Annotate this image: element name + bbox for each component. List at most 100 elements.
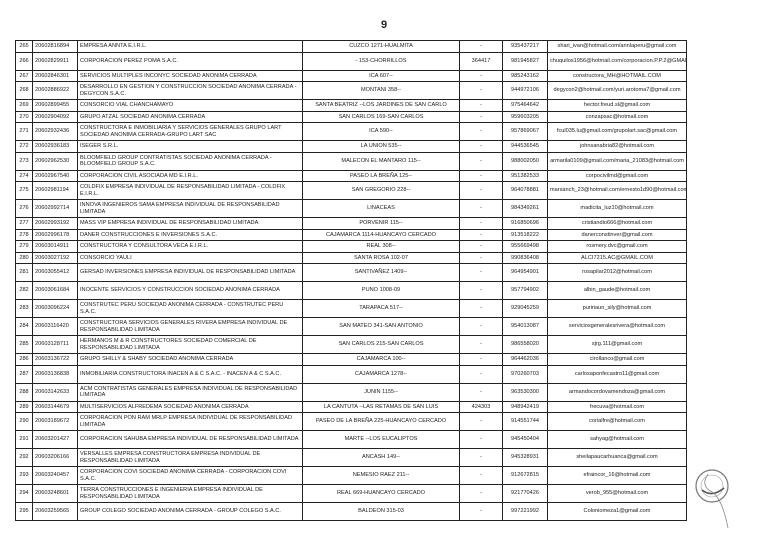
table-row: 282 20603061684 INOCENTE SERVICIOS Y CONST… — [15, 281, 687, 300]
phone-cell: - — [459, 466, 503, 485]
company-name-cell: CORPORACION COVI SOCIEDAD ANONIMA CERRAD… — [77, 466, 303, 485]
mobile-cell: 963530300 — [502, 382, 548, 402]
table-row: 273 20602962530 BLOOMFIELD GROUP CONTRATIS… — [15, 151, 687, 171]
table-row: 295 20603259565 GROUP COLEGO SOCIEDAD ANON… — [15, 502, 687, 521]
row-number-cell: 295 — [15, 502, 33, 521]
table-row: 291 20603201427 CORPORACION SAHUBA EMPRESA… — [15, 430, 687, 449]
mobile-cell: 945328931 — [502, 448, 548, 467]
ruc-cell: 20603061684 — [32, 281, 78, 300]
email-cell: efraincor_16@hotmail.com — [547, 466, 687, 485]
email-cell: puririaun_sily@hotmail.com — [547, 299, 687, 318]
ruc-cell: 20603142633 — [32, 382, 78, 402]
ruc-cell: 20602936183 — [32, 140, 78, 153]
ruc-cell: 20602829911 — [32, 51, 78, 71]
address-cell: - 153-CHORRILLOS — [302, 51, 460, 71]
company-name-cell: GRUPO SHILLY & SHABY SOCIEDAD ANONIMA CE… — [77, 353, 303, 366]
table-row: 274 20602967540 CORPORACION CIVIL ASOCIADA… — [15, 169, 687, 182]
email-cell: armandocordovamendoza@gmail.com — [547, 382, 687, 402]
phone-cell: - — [459, 81, 503, 100]
company-name-cell: CONSTRUCTORA Y CONSULTORA VECA E.I.R.L. — [77, 240, 303, 253]
mobile-cell: 916850696 — [502, 217, 548, 230]
address-cell: LA CANTUTA --LAS RETAMAS DE SAN LUIS — [302, 400, 460, 413]
row-number-cell: 275 — [15, 181, 33, 200]
company-name-cell: DESARROLLO EN GESTION Y CONSTRUCCION SOC… — [77, 81, 303, 100]
ruc-cell: 20603136722 — [32, 353, 78, 366]
table-row: 281 20603055412 GERSAD INVERSIONES EMPRESA… — [15, 263, 687, 282]
row-number-cell: 271 — [15, 122, 33, 141]
table-row: 293 20603240457 CORPORACION COVI SOCIEDAD … — [15, 466, 687, 485]
mobile-cell: 954013087 — [502, 317, 548, 336]
address-cell: SANTA BEATRIZ --LOS JARDINES DE SAN CARL… — [302, 99, 460, 112]
table-row: 280 20603027192 CONSORCIO YAULI SANTA ROSA … — [15, 251, 687, 264]
ruc-cell: 20603189672 — [32, 412, 78, 431]
ruc-cell: 20602967540 — [32, 169, 78, 182]
address-cell: ICA 590-- — [302, 122, 460, 141]
table-row: 278 20602996178 DANER CONSTRUCCIONES E INV… — [15, 228, 687, 241]
address-cell: PORVENIR 115-- — [302, 217, 460, 230]
mobile-cell: 944972106 — [502, 81, 548, 100]
phone-cell: - — [459, 199, 503, 218]
address-cell: PASEO DE LA BREÑA 225-HUANCAYO CERCADO — [302, 412, 460, 431]
mobile-cell: 912672815 — [502, 466, 548, 485]
row-number-cell: 272 — [15, 140, 33, 153]
ruc-cell: 20602981194 — [32, 181, 78, 200]
table-row: 294 20603248601 TERRA CONSTRUCCIONES E ING… — [15, 484, 687, 503]
row-number-cell: 287 — [15, 364, 33, 384]
ruc-cell: 20602886922 — [32, 81, 78, 100]
email-cell: rosmery.dvc@gmail.com — [547, 240, 687, 253]
ruc-cell: 20602846301 — [32, 69, 78, 82]
address-cell: ICA 607-- — [302, 69, 460, 82]
email-cell: sjrg.111@gmail.com — [547, 335, 687, 354]
company-name-cell: HERMANOS M & R CONSTRUCTORES SOCIEDAD CO… — [77, 335, 303, 354]
row-number-cell: 294 — [15, 484, 33, 503]
row-number-cell: 288 — [15, 382, 33, 402]
table-row: 283 20603096224 CONSTRUTEC PERU SOCIEDAD A… — [15, 299, 687, 318]
address-cell: NEMESIO RAEZ 211-- — [302, 466, 460, 485]
mobile-cell: 929045259 — [502, 299, 548, 318]
mobile-cell: 951382533 — [502, 169, 548, 182]
ruc-cell: 20602932436 — [32, 122, 78, 141]
ruc-cell: 20602996178 — [32, 228, 78, 241]
phone-cell: - — [459, 263, 503, 282]
company-name-cell: GROUP COLEGO SOCIEDAD ANONIMA CERRADA - … — [77, 502, 303, 521]
phone-cell: - — [459, 502, 503, 521]
phone-cell: - — [459, 217, 503, 230]
mobile-cell: 921770426 — [502, 484, 548, 503]
email-cell: madicita_luz10@hotmail.com — [547, 199, 687, 218]
table-row: 279 20603014911 CONSTRUCTORA Y CONSULTORA … — [15, 240, 687, 253]
mobile-cell: 988002050 — [502, 151, 548, 171]
company-name-cell: CORPORACION SAHUBA EMPRESA INDIVIDUAL DE… — [77, 430, 303, 449]
company-name-cell: VERSALLES EMPRESA CONSTRUCTORA EMPRESA I… — [77, 448, 303, 467]
ruc-cell: 20602962530 — [32, 151, 78, 171]
email-cell: sheilapaucarhuanca@gmail.com — [547, 448, 687, 467]
company-name-cell: CONSTRUTEC PERU SOCIEDAD ANONIMA CERRADA… — [77, 299, 303, 318]
company-name-cell: DANER CONSTRUCCIONES E INVERSIONES S.A.C… — [77, 228, 303, 241]
address-cell: MONTANI 358-- — [302, 81, 460, 100]
mobile-cell: 984349261 — [502, 199, 548, 218]
mobile-cell: 985243162 — [502, 69, 548, 82]
table-row: 271 20602932436 CONSTRUCTORA E INMOBILIARI… — [15, 122, 687, 141]
email-cell: carlosaponfecastro11@gmail.com — [547, 364, 687, 384]
company-name-cell: CORPORACION CIVIL ASOCIADA MD E.I.R.L. — [77, 169, 303, 182]
table-row: 285 20603128711 HERMANOS M & R CONSTRUCTOR… — [15, 335, 687, 354]
mobile-cell: 959603205 — [502, 110, 548, 123]
address-cell: LA UNION 535-- — [302, 140, 460, 153]
email-cell: fcul035.lu@gmail.com/grupolart.sac@gmail… — [547, 122, 687, 141]
row-number-cell: 293 — [15, 466, 33, 485]
table-row: 267 20602846301 SERVICIOS MULTIPLES INCONY… — [15, 69, 687, 82]
address-cell: ANCASH 149-- — [302, 448, 460, 467]
row-number-cell: 285 — [15, 335, 33, 354]
phone-cell: - — [459, 353, 503, 366]
ruc-cell: 20602992714 — [32, 199, 78, 218]
ruc-cell: 20603248601 — [32, 484, 78, 503]
row-number-cell: 292 — [15, 448, 33, 467]
mobile-cell: 964462036 — [502, 353, 548, 366]
company-name-cell: INNOVA INGENIEROS SAMA EMPRESA INDIVIDUA… — [77, 199, 303, 218]
ruc-cell: 20602899455 — [32, 99, 78, 112]
company-name-cell: GERSAD INVERSIONES EMPRESA INDIVIDUAL DE… — [77, 263, 303, 282]
row-number-cell: 274 — [15, 169, 33, 182]
company-name-cell: TERRA CONSTRUCCIONES E INGENIERIA EMPRES… — [77, 484, 303, 503]
email-cell: chuquilos1956@hotmail.com/corporacion.P.… — [547, 51, 687, 71]
email-cell: serviciosgeneralesrivera@hotmail.com — [547, 317, 687, 336]
email-cell: armarila0109@gmail.com/maria_21083@hotma… — [547, 151, 687, 171]
